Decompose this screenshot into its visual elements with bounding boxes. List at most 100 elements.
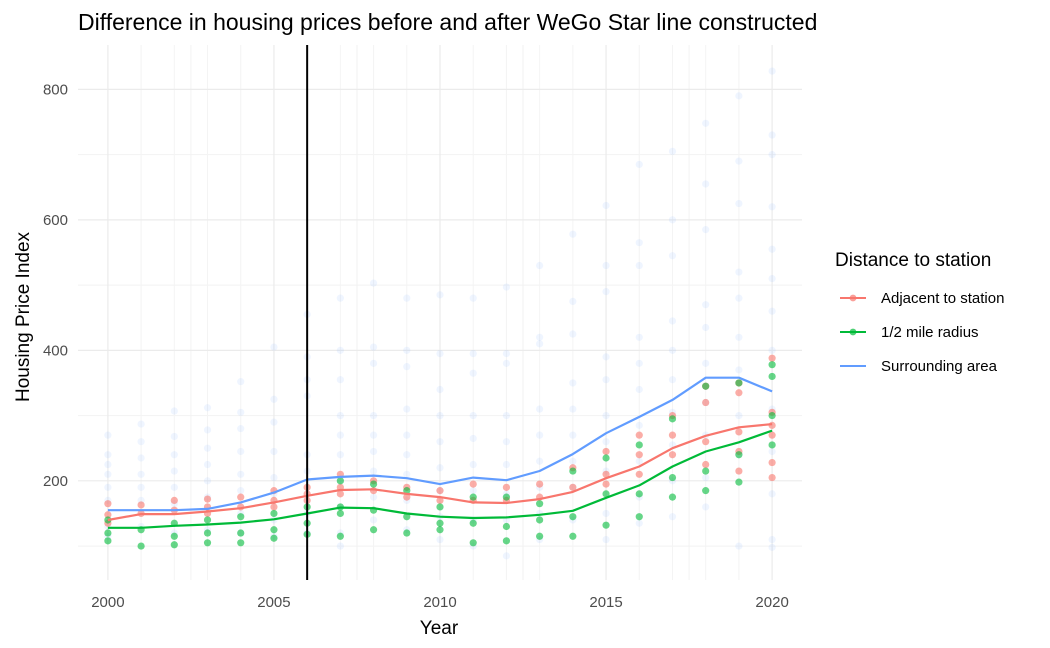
legend-label: 1/2 mile radius [881,324,979,341]
data-point [369,431,378,439]
data-point [502,522,511,531]
data-point [436,438,444,446]
data-point [469,434,477,443]
data-point [436,350,444,358]
data-point [336,532,344,540]
data-point [768,151,776,159]
x-axis-title: Year [420,618,459,639]
data-point [104,516,112,524]
data-point [369,516,378,524]
data-point [569,431,577,439]
data-point [635,513,643,521]
data-point [768,543,776,551]
data-point [635,359,643,367]
data-point [403,346,411,354]
data-point [635,421,643,429]
data-point [536,532,544,540]
data-point [768,372,776,381]
x-tick-label: 2015 [589,594,622,611]
legend-key-point [849,328,857,336]
data-point [602,353,610,361]
data-point [602,470,610,478]
data-point [668,216,677,224]
data-point [735,389,743,397]
data-point [170,532,178,540]
data-point [569,330,577,338]
data-point [403,470,411,478]
data-point [635,519,643,527]
data-point [237,493,245,501]
data-point [469,480,477,488]
data-point [702,398,710,407]
data-point [735,157,743,165]
data-point [237,470,245,478]
data-point [336,542,344,550]
data-point [403,405,411,413]
data-point [602,288,610,296]
data-point [170,407,178,415]
data-point [735,294,743,302]
data-point [768,458,776,467]
data-point [668,513,677,521]
data-point [502,483,511,491]
data-point [502,460,511,469]
data-point [668,252,677,260]
data-point [635,451,643,459]
data-point [602,438,610,446]
data-point [602,490,610,498]
data-point [436,526,444,534]
data-point [569,230,577,238]
data-point [469,369,477,377]
data-point [735,333,743,341]
data-point [502,552,511,560]
data-point [569,405,577,413]
data-point [137,470,145,478]
data-point [768,447,776,456]
data-point [369,411,378,420]
data-point [768,346,776,354]
data-point [735,428,743,436]
data-point [170,451,178,459]
data-point [237,487,245,495]
data-point [369,447,378,456]
data-point [104,470,112,478]
data-point [635,470,643,478]
data-point [768,411,776,420]
data-point [768,67,776,75]
data-point [536,431,544,439]
data-point [436,487,444,495]
x-tick-label: 2000 [91,594,124,611]
data-point [403,529,411,537]
data-point [137,542,145,550]
data-point [436,503,444,511]
data-point [768,473,776,482]
data-point [735,478,743,486]
data-point [768,203,776,211]
data-point [569,379,577,387]
data-point [469,487,477,495]
data-point [336,451,344,459]
data-point [602,201,610,210]
x-tick-label: 2020 [755,594,788,611]
legend-title: Distance to station [835,250,991,271]
data-point [270,343,278,351]
data-point [668,346,677,354]
data-point [237,447,245,456]
data-point [469,294,477,302]
data-point [702,503,710,511]
data-point [702,359,710,367]
data-point [702,460,710,469]
data-point [336,294,344,302]
data-point [536,500,544,508]
data-point [635,441,643,449]
data-point [403,513,411,521]
data-point [569,457,577,465]
data-point [635,385,643,394]
data-point [104,500,112,508]
data-point [768,441,776,449]
data-point [502,359,511,367]
data-point [569,513,577,521]
data-point [104,483,112,491]
series-line [107,376,773,512]
